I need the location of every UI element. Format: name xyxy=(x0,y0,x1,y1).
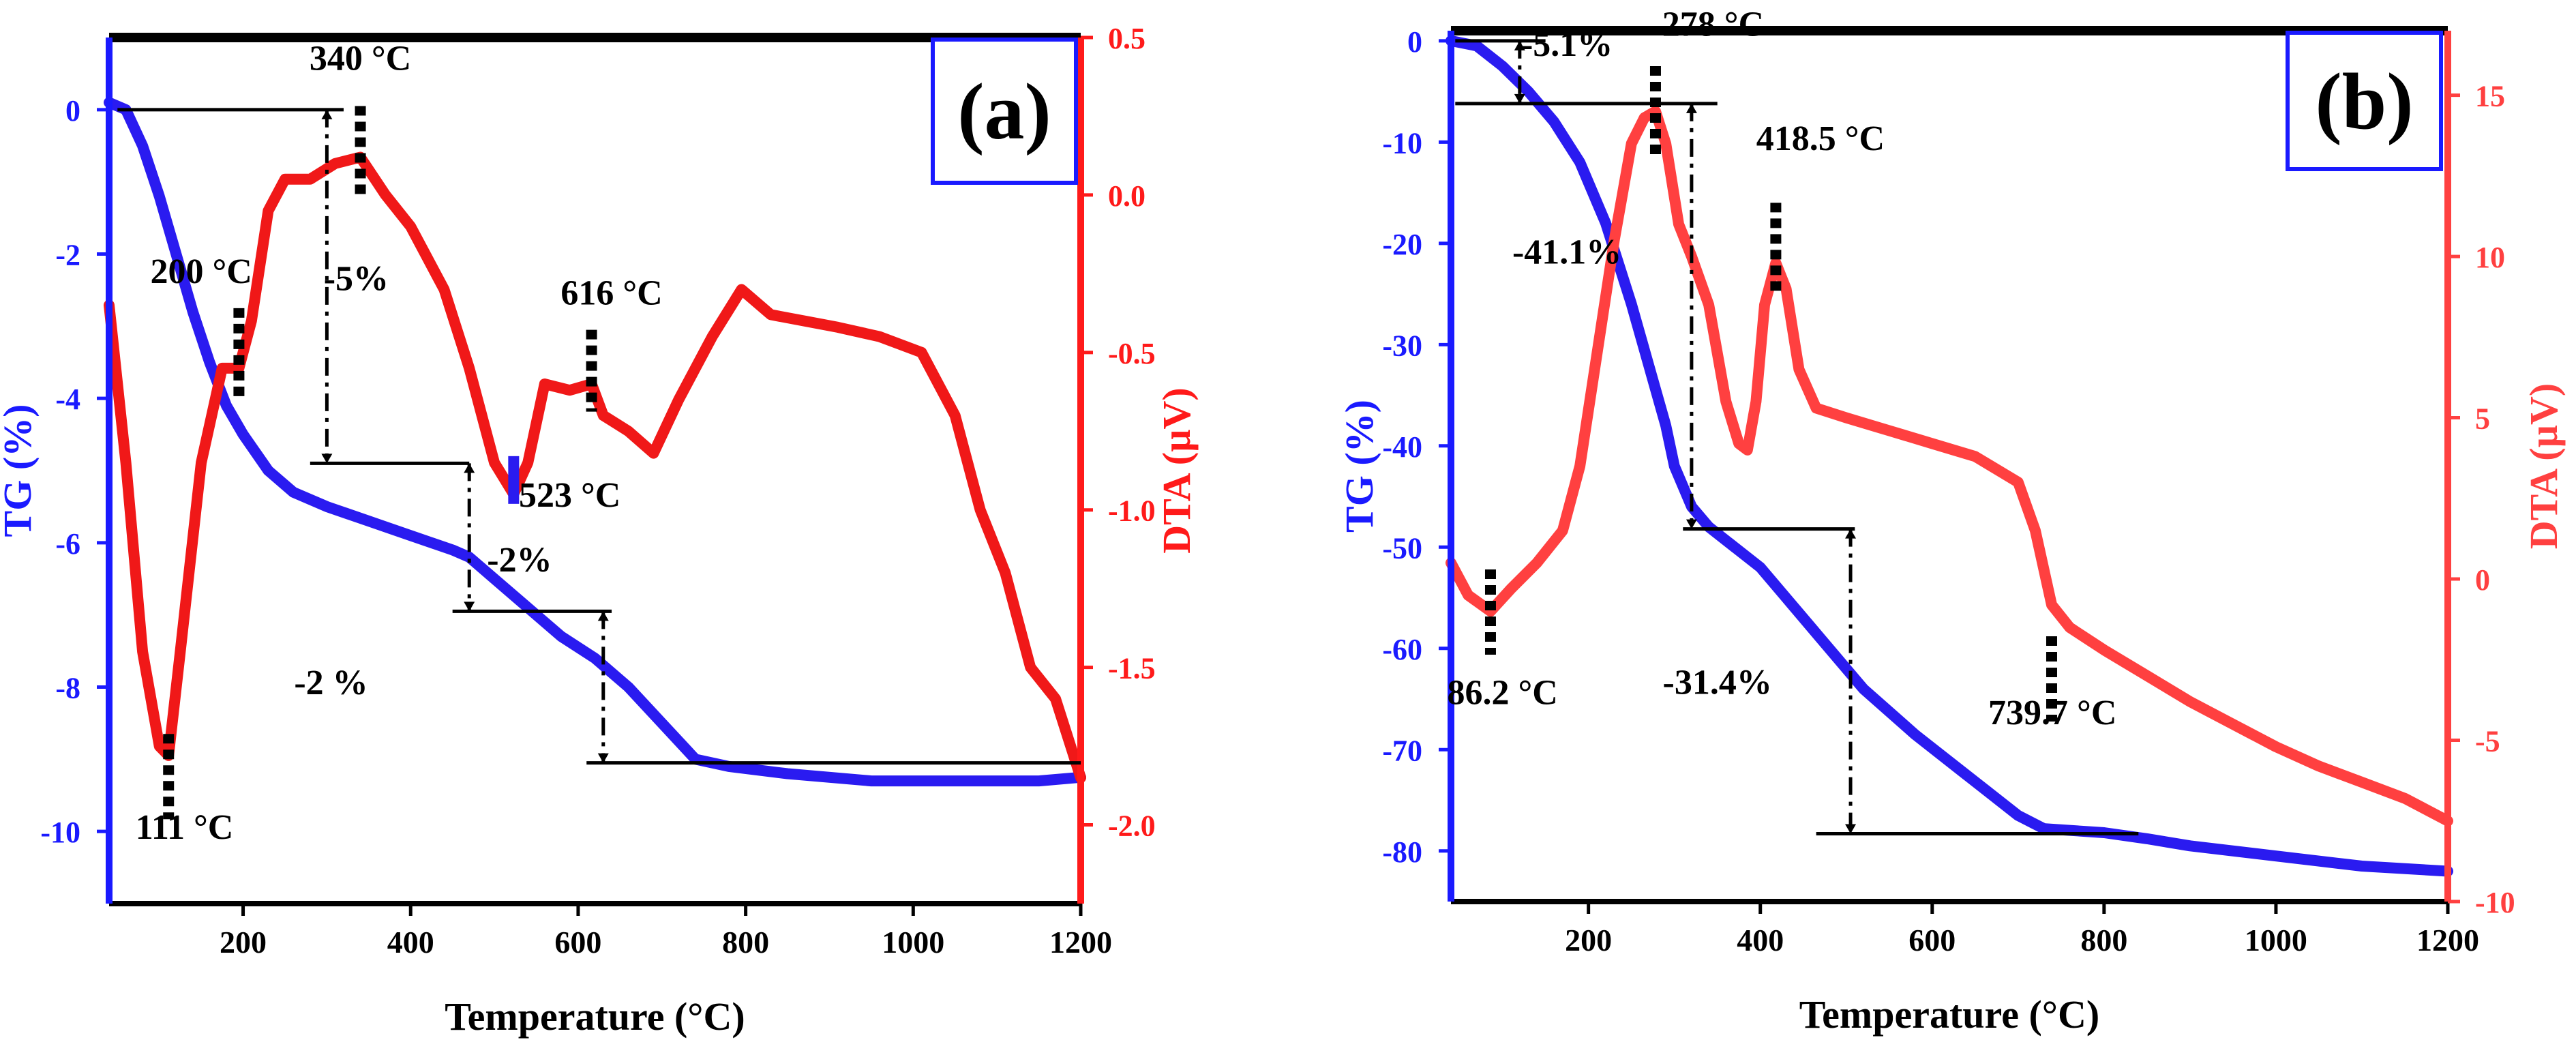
y-left-tick-label: -30 xyxy=(1382,329,1422,362)
y-left-axis-title: TG (%) xyxy=(1337,400,1381,533)
x-tick-label: 800 xyxy=(722,925,769,960)
y-right-tick-label: 5 xyxy=(2475,402,2490,436)
y-left-tick-label: -50 xyxy=(1382,531,1422,565)
arrow-head xyxy=(464,601,475,612)
y-left-tick-label: -70 xyxy=(1382,734,1422,767)
y-left-tick-label: -60 xyxy=(1382,633,1422,666)
arrow-head xyxy=(1686,103,1697,113)
arrow-head xyxy=(597,611,609,621)
series-line-dta xyxy=(104,151,1086,784)
y-left-tick-label: -20 xyxy=(1382,228,1422,261)
x-tick-label: 400 xyxy=(387,925,434,960)
x-axis-title: Temperature (°C) xyxy=(445,994,745,1039)
x-axis-title: Temperature (°C) xyxy=(1799,992,2099,1037)
panel-label-box xyxy=(2286,31,2443,171)
y-right-tick-label: -1.0 xyxy=(1108,494,1156,528)
x-tick-label: 200 xyxy=(220,925,267,960)
arrow-head xyxy=(1845,824,1857,834)
y-left-axis-title: TG (%) xyxy=(0,404,40,537)
y-right-tick-label: -0.5 xyxy=(1108,337,1156,370)
y-right-tick-label: -10 xyxy=(2475,886,2515,919)
series-line-tg xyxy=(104,97,1086,787)
x-tick-label: 1200 xyxy=(2416,923,2479,957)
y-right-tick-label: -1.5 xyxy=(1108,652,1156,685)
y-right-tick-label: 15 xyxy=(2475,80,2505,113)
y-left-tick-label: -40 xyxy=(1382,430,1422,464)
y-right-tick-label: -5 xyxy=(2475,725,2500,758)
x-tick-label: 400 xyxy=(1737,923,1784,957)
annotation-label: -41.1% xyxy=(1512,233,1621,272)
y-right-tick-label: 10 xyxy=(2475,241,2505,274)
y-left-tick-label: -6 xyxy=(55,527,80,561)
arrow-head xyxy=(321,454,333,464)
series-line-tg xyxy=(1446,35,2453,877)
arrow-head xyxy=(1514,93,1525,104)
annotation-label: 523 °C xyxy=(519,476,620,515)
annotation-label: 418.5 °C xyxy=(1756,119,1885,158)
y-left-tick-label: -2 xyxy=(55,239,80,272)
annotation-label: 340 °C xyxy=(310,40,411,78)
y-left-tick-label: 0 xyxy=(65,94,80,128)
x-tick-label: 600 xyxy=(1908,923,1956,957)
arrow-head xyxy=(1514,40,1525,50)
y-right-tick-label: 0.0 xyxy=(1108,179,1145,213)
peak-marker-blue xyxy=(508,456,520,504)
panel-label: (a) xyxy=(957,67,1051,156)
y-left-tick-label: 0 xyxy=(1407,25,1422,59)
y-left-tick-label: -10 xyxy=(1382,126,1422,160)
annotation-label: 200 °C xyxy=(150,252,252,291)
annotation-label: 616 °C xyxy=(560,274,662,313)
panel-a: 200 400 600 800 1000 1200 0 -2 -4 -6 -8 -10 0.5 0.0 -0… xyxy=(0,22,1199,1039)
annotation-label: -5.1% xyxy=(1521,25,1613,64)
panel-b: 200 400 600 800 1000 12000-10-20-30-40-50-60-… xyxy=(1337,5,2566,1037)
annotation-label: -2 % xyxy=(294,664,368,702)
x-tick-label: 1200 xyxy=(1049,925,1112,960)
annotation-label: 86.2 °C xyxy=(1447,673,1557,712)
x-tick-label: 600 xyxy=(554,925,601,960)
x-tick-label: 1000 xyxy=(882,925,944,960)
arrow-head xyxy=(464,463,475,473)
annotation-label: -2% xyxy=(487,541,552,580)
x-tick-label: 800 xyxy=(2080,923,2127,957)
y-right-tick-label: 0.5 xyxy=(1108,22,1145,55)
y-left-tick-label: -80 xyxy=(1382,835,1422,869)
x-tick-label: 1000 xyxy=(2245,923,2307,957)
annotation-label: -31.4% xyxy=(1663,664,1772,702)
annotation-label: 111 °C xyxy=(136,808,234,847)
x-tick-label: 200 xyxy=(1565,923,1612,957)
arrow-head xyxy=(321,109,333,119)
arrow-head xyxy=(597,753,609,763)
panel-label-box xyxy=(931,38,1078,185)
series-line-dta xyxy=(1446,106,2453,827)
arrow-head xyxy=(1845,529,1857,539)
y-left-tick-label: -10 xyxy=(40,816,80,849)
annotation-label: -5% xyxy=(324,259,389,298)
y-left-tick-label: -4 xyxy=(55,383,80,416)
annotation-label: 278 °C xyxy=(1662,5,1764,44)
y-right-tick-label: 0 xyxy=(2475,563,2490,597)
panel-label: (b) xyxy=(2315,57,2413,146)
y-right-axis-title: DTA (µV) xyxy=(2521,383,2566,549)
y-right-tick-label: -2.0 xyxy=(1108,809,1156,843)
arrow-head xyxy=(1686,519,1697,529)
y-left-tick-label: -8 xyxy=(55,672,80,705)
y-right-axis-title: DTA (µV) xyxy=(1154,387,1199,553)
